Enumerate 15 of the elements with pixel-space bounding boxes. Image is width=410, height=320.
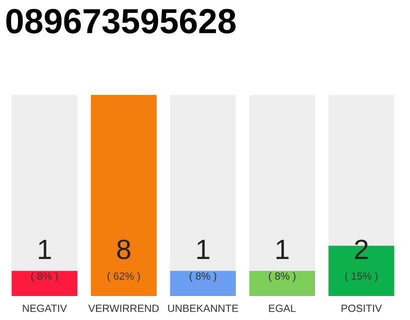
x-tick-label: VERWIRREND: [88, 304, 159, 312]
annotation: ( 8% ): [31, 272, 58, 282]
data-label: 1: [38, 240, 51, 259]
annotation: ( 8% ): [268, 272, 296, 282]
data-label: 1: [276, 240, 289, 259]
data-label: 1: [197, 240, 210, 259]
x-tick-label: POSITIV: [342, 304, 382, 312]
annotation: ( 15% ): [345, 272, 378, 282]
chart-title: 089673595628: [6, 8, 236, 34]
annotation: ( 62% ): [108, 272, 140, 282]
x-tick-label: UNBEKANNTE: [168, 304, 238, 312]
annotation: ( 8% ): [190, 272, 216, 282]
x-tick-label: NEGATIV: [22, 304, 67, 312]
x-tick-label: EGAL: [269, 304, 296, 312]
data-label: 8: [117, 240, 130, 260]
